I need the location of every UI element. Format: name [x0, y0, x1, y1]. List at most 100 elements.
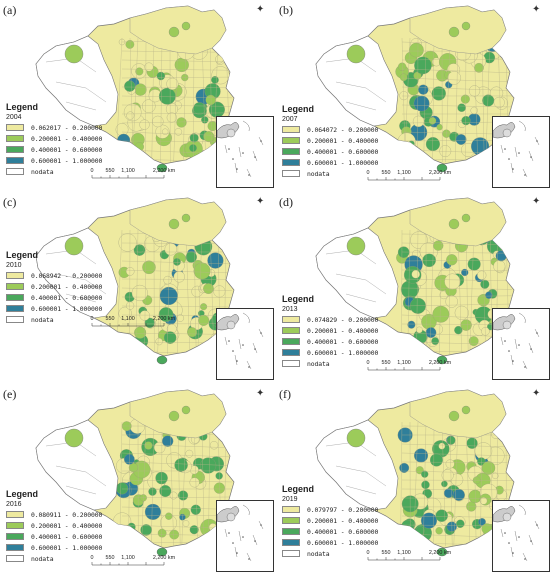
prefecture-region [439, 443, 445, 449]
prefecture-region [421, 513, 437, 529]
legend-range-label: 0.200001 - 0.400000 [31, 522, 102, 530]
legend-title: Legend [6, 489, 38, 499]
prefecture-region [116, 483, 128, 495]
legend-entry: 0.080911 - 0.200000 [6, 510, 102, 519]
prefecture-region [162, 129, 168, 135]
prefecture-region [408, 321, 416, 329]
legend-entry: 0.200001 - 0.400000 [282, 136, 378, 145]
prefecture-region [412, 270, 420, 278]
prefecture-region [173, 258, 180, 265]
prefecture-region [144, 442, 152, 450]
legend-entry: nodata [282, 359, 330, 368]
prefecture-region [186, 252, 197, 263]
prefecture-region [156, 338, 163, 345]
prefecture-region [162, 436, 173, 447]
prefecture-region [453, 489, 465, 501]
prefecture-region [178, 491, 188, 501]
legend-nodata-label: nodata [307, 360, 330, 368]
prefecture-region [400, 74, 407, 81]
prefecture-region [414, 57, 431, 74]
prefecture-region [413, 116, 424, 127]
legend-title: Legend [6, 250, 38, 260]
legend-entry: 0.200001 - 0.400000 [6, 521, 102, 530]
prefecture-region [207, 253, 223, 269]
legend-entry: 0.400001 - 0.600000 [282, 337, 378, 346]
prefecture-region [193, 102, 205, 114]
prefecture-region [416, 527, 425, 536]
prefecture-region [189, 144, 196, 151]
legend-range-label: 0.079797 - 0.200000 [307, 506, 378, 514]
legend-entry: 0.200001 - 0.400000 [282, 516, 378, 525]
legend-entry: 0.079797 - 0.200000 [282, 505, 378, 514]
prefecture-region [183, 520, 189, 526]
inset-map [492, 116, 550, 188]
legend-title: Legend [282, 104, 314, 114]
legend-range-label: 0.600001 - 1.000000 [31, 544, 102, 552]
legend-range-label: 0.200001 - 0.400000 [307, 137, 378, 145]
legend-range-label: 0.400001 - 0.600000 [307, 338, 378, 346]
north-arrow-icon: ✦ [532, 388, 540, 399]
prefecture-region [456, 134, 466, 144]
prefecture-region [113, 513, 131, 531]
panel-label: (f) [279, 387, 291, 402]
prefecture-region [159, 485, 171, 497]
legend-swatch [6, 168, 24, 175]
legend-year: 2013 [282, 306, 298, 313]
prefecture-region [444, 488, 453, 497]
legend-entry: 0.400001 - 0.600000 [6, 293, 102, 302]
panel-label: (b) [279, 3, 293, 18]
prefecture-region [446, 460, 455, 469]
legend-entry: nodata [6, 315, 54, 324]
prefecture-region [468, 258, 481, 271]
legend-range-label: 0.064072 - 0.200000 [307, 126, 378, 134]
legend-swatch [6, 533, 24, 540]
legend-entry: nodata [6, 167, 54, 176]
legend-swatch [282, 506, 300, 513]
legend-swatch [282, 539, 300, 546]
prefecture-region [190, 478, 200, 488]
prefecture-region [175, 458, 188, 471]
prefecture-region [157, 72, 165, 80]
prefecture-region [191, 505, 201, 515]
prefecture-region [186, 450, 193, 457]
legend-year: 2016 [6, 501, 22, 508]
prefecture-region [134, 84, 146, 96]
legend-entry: 0.600001 - 1.000000 [6, 304, 102, 313]
prefecture-region [414, 449, 428, 463]
legend-entry: 0.600001 - 1.000000 [282, 158, 378, 167]
green-region-northwest [65, 45, 83, 63]
legend-swatch [6, 135, 24, 142]
prefecture-region [408, 141, 414, 147]
legend-year: 2010 [6, 262, 22, 269]
legend-range-label: 0.400001 - 0.600000 [31, 146, 102, 154]
prefecture-region [430, 454, 443, 467]
legend-range-label: 0.600001 - 1.000000 [31, 157, 102, 165]
legend-range-label: 0.400001 - 0.600000 [307, 528, 378, 536]
prefecture-region [400, 91, 409, 100]
panel-label: (c) [3, 195, 16, 210]
legend-entry: 0.200001 - 0.400000 [6, 134, 102, 143]
prefecture-region [482, 95, 494, 107]
legend-range-label: 0.400001 - 0.600000 [307, 148, 378, 156]
prefecture-region [436, 527, 443, 534]
prefecture-region [494, 97, 505, 108]
legend-swatch [6, 305, 24, 312]
prefecture-region [214, 483, 225, 494]
prefecture-region [432, 86, 446, 100]
green-region-northwest [347, 429, 365, 447]
legend-swatch [282, 170, 300, 177]
north-arrow-icon: ✦ [532, 196, 540, 207]
north-arrow-icon: ✦ [532, 4, 540, 15]
prefecture-region [165, 243, 177, 255]
legend-entry: nodata [6, 554, 54, 563]
prefecture-region [458, 104, 466, 112]
legend-range-label: 0.074829 - 0.200000 [307, 316, 378, 324]
legend-swatch [6, 544, 24, 551]
prefecture-region [466, 502, 476, 512]
prefecture-region [126, 112, 134, 120]
prefecture-region [467, 438, 478, 449]
prefecture-region [462, 116, 471, 125]
